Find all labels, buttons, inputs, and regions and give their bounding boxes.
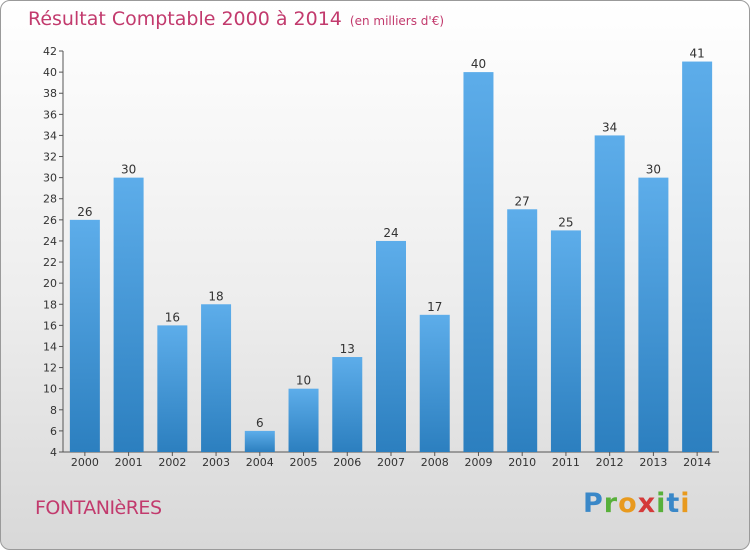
y-tick-label: 40 (43, 66, 57, 79)
y-tick-label: 36 (43, 108, 57, 121)
x-tick-label-2010: 2010 (508, 456, 536, 469)
y-tick-label: 16 (43, 319, 57, 332)
x-tick-label-2004: 2004 (246, 456, 274, 469)
bar-2004 (244, 430, 275, 452)
y-tick-label: 34 (43, 129, 57, 142)
x-tick-label-2006: 2006 (333, 456, 361, 469)
x-tick-label-2002: 2002 (158, 456, 186, 469)
data-label-2014: 41 (689, 47, 704, 61)
y-tick-label: 24 (43, 235, 57, 248)
bar-2003 (201, 304, 232, 452)
y-tick-label: 18 (43, 298, 57, 311)
x-tick-label-2009: 2009 (464, 456, 492, 469)
data-label-2005: 10 (296, 374, 311, 388)
y-tick-label: 20 (43, 277, 57, 290)
bar-2005 (288, 388, 319, 452)
y-tick-label: 4 (50, 446, 57, 459)
bar-2013 (638, 177, 669, 452)
y-tick-label: 42 (43, 45, 57, 58)
bar-2014 (682, 61, 713, 452)
x-tick-label-2012: 2012 (596, 456, 624, 469)
chart-subtitle: (en milliers d'€) (349, 14, 445, 28)
x-tick-label-2005: 2005 (290, 456, 318, 469)
y-tick-label: 28 (43, 193, 57, 206)
data-label-2013: 30 (646, 163, 661, 177)
proxiti-logo: Proxiti (583, 488, 691, 519)
y-tick-label: 8 (50, 404, 57, 417)
data-label-2009: 40 (471, 57, 486, 71)
x-tick-label-2011: 2011 (552, 456, 580, 469)
bar-2011 (550, 230, 581, 452)
bar-2010 (507, 209, 538, 452)
bar-2002 (157, 325, 188, 452)
y-tick-label: 30 (43, 172, 57, 185)
x-tick-label-2013: 2013 (639, 456, 667, 469)
bar-2008 (419, 314, 450, 452)
x-tick-label-2008: 2008 (421, 456, 449, 469)
x-tick-label-2003: 2003 (202, 456, 230, 469)
data-label-2006: 13 (340, 342, 355, 356)
y-tick-label: 38 (43, 87, 57, 100)
data-label-2001: 30 (121, 163, 136, 177)
data-label-2002: 16 (165, 310, 180, 324)
bar-2006 (332, 357, 363, 452)
data-label-2007: 24 (383, 226, 398, 240)
bar-2012 (594, 135, 625, 452)
x-tick-label-2000: 2000 (71, 456, 99, 469)
chart-title: Résultat Comptable 2000 à 2014 (en millie… (28, 8, 444, 30)
data-label-2003: 18 (208, 289, 223, 303)
y-tick-label: 22 (43, 256, 57, 269)
y-tick-label: 6 (50, 425, 57, 438)
data-label-2008: 17 (427, 300, 442, 314)
town-name: FONTANIèRES (35, 497, 162, 519)
x-tick-label-2007: 2007 (377, 456, 405, 469)
y-tick-label: 12 (43, 362, 57, 375)
y-tick-label: 10 (43, 383, 57, 396)
x-tick-label-2001: 2001 (115, 456, 143, 469)
title-text: Résultat Comptable 2000 à 2014 (28, 8, 342, 30)
data-label-2012: 34 (602, 120, 617, 134)
bar-2009 (463, 72, 494, 453)
x-tick-label-2014: 2014 (683, 456, 711, 469)
data-label-2011: 25 (558, 215, 573, 229)
bar-2007 (376, 240, 406, 452)
data-label-2004: 6 (256, 416, 264, 430)
data-label-2010: 27 (515, 194, 530, 208)
y-tick-label: 14 (43, 340, 57, 353)
data-label-2000: 26 (77, 205, 92, 219)
bar-2000 (69, 219, 100, 452)
bar-2001 (113, 177, 144, 452)
y-tick-label: 32 (43, 151, 57, 164)
y-tick-label: 26 (43, 214, 57, 227)
